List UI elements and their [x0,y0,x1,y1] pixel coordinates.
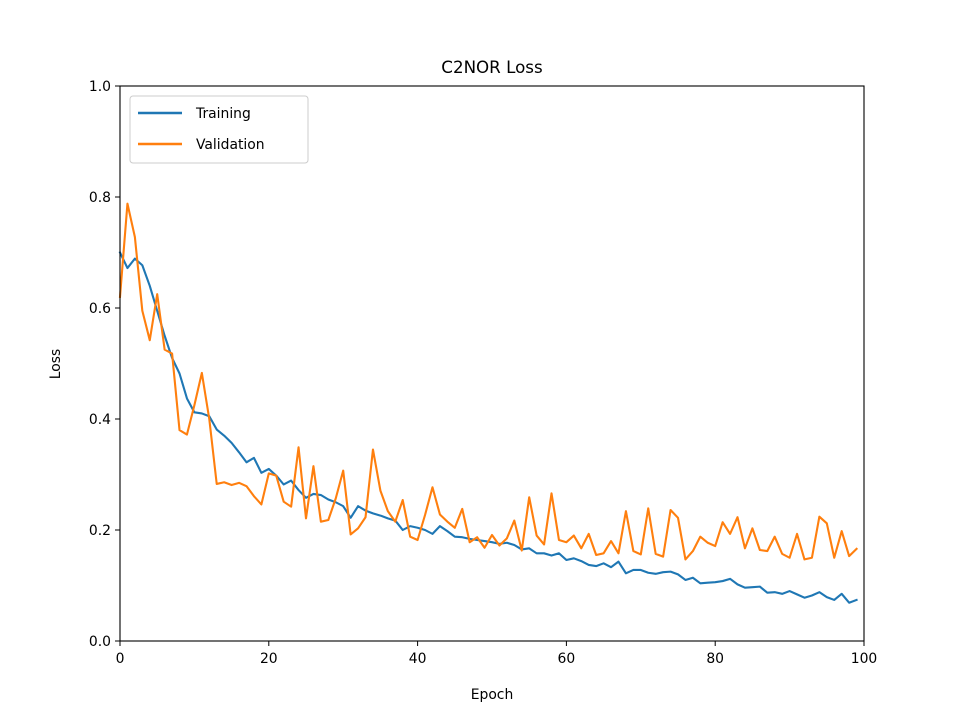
legend: Training Validation [129,95,309,164]
x-axis: 0 20 40 60 80 100 [116,641,878,667]
x-axis-label: Epoch [471,687,514,703]
y-tick-label: 0.0 [89,634,111,650]
legend-label-training: Training [195,106,251,122]
y-tick-label: 1.0 [89,79,111,95]
x-tick-label: 60 [558,651,576,667]
y-tick-label: 0.8 [89,190,111,206]
plot-frame [119,85,865,642]
series-line-training [118,251,858,604]
x-tick-label: 80 [706,651,724,667]
y-tick-label: 0.6 [89,301,111,317]
y-axis-label: Loss [48,349,64,379]
x-tick-label: 40 [409,651,427,667]
x-tick-label: 0 [116,651,125,667]
chart-title: C2NOR Loss [441,57,542,77]
series-layer [118,202,859,604]
series-line-validation [118,202,859,561]
y-axis: 0.0 0.2 0.4 0.6 0.8 1.0 [89,79,120,650]
y-tick-label: 0.2 [89,523,111,539]
y-tick-label: 0.4 [89,412,111,428]
x-tick-label: 100 [851,651,878,667]
x-tick-label: 20 [260,651,278,667]
legend-label-validation: Validation [196,137,265,153]
